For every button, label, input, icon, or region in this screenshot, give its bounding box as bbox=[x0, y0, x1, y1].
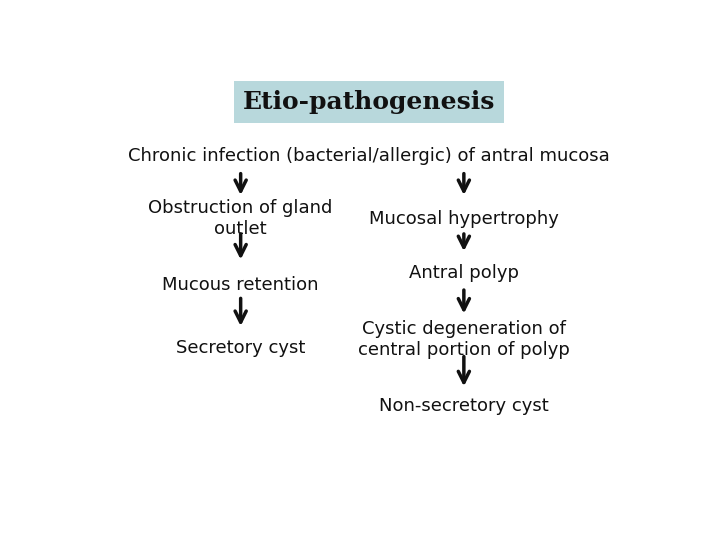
Text: Non-secretory cyst: Non-secretory cyst bbox=[379, 397, 549, 415]
Text: Chronic infection (bacterial/allergic) of antral mucosa: Chronic infection (bacterial/allergic) o… bbox=[128, 147, 610, 165]
Text: Mucous retention: Mucous retention bbox=[163, 276, 319, 294]
Text: Obstruction of gland
outlet: Obstruction of gland outlet bbox=[148, 199, 333, 238]
Text: Cystic degeneration of
central portion of polyp: Cystic degeneration of central portion o… bbox=[358, 320, 570, 359]
Text: Antral polyp: Antral polyp bbox=[409, 264, 519, 282]
Text: Secretory cyst: Secretory cyst bbox=[176, 339, 305, 356]
Text: Mucosal hypertrophy: Mucosal hypertrophy bbox=[369, 210, 559, 228]
Text: Etio-pathogenesis: Etio-pathogenesis bbox=[243, 90, 495, 114]
